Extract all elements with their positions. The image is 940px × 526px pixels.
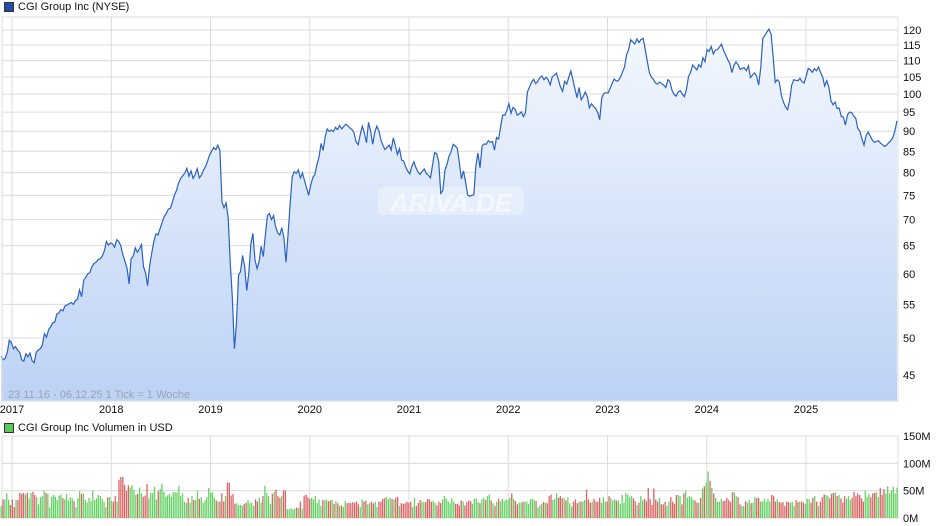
y-tick-label: 85 — [903, 146, 915, 158]
y-tick-label: 55 — [903, 299, 915, 311]
x-axis: 2017 2018 2019 2020 2021 2022 2023 2024 2025 — [0, 404, 818, 416]
y-tick-label: 70 — [903, 215, 915, 227]
volume-tick-label: 0M — [903, 513, 918, 525]
volume-y-axis: 0M 50M 100M 150M — [903, 431, 931, 525]
price-y-axis: 45 50 55 60 65 70 75 80 85 90 95 100 105 110 115 120 — [903, 25, 921, 382]
y-tick-label: 80 — [903, 168, 915, 180]
period-info: 23.11.16 - 06.12.25 1 Tick = 1 Woche — [8, 389, 190, 401]
x-tick-label: 2025 — [794, 404, 818, 416]
y-tick-label: 50 — [903, 333, 915, 345]
y-tick-label: 75 — [903, 190, 915, 202]
y-tick-label: 95 — [903, 107, 915, 119]
x-tick-label: 2023 — [595, 404, 619, 416]
watermark: ARIVA.DE — [378, 187, 524, 218]
x-tick-label: 2018 — [99, 404, 123, 416]
y-tick-label: 105 — [903, 72, 921, 84]
x-tick-label: 2019 — [198, 404, 222, 416]
y-tick-label: 120 — [903, 25, 921, 37]
price-plot-frame — [1, 16, 899, 402]
watermark-text: ARIVA.DE — [389, 188, 513, 218]
x-tick-label: 2024 — [695, 404, 719, 416]
volume-bars — [0, 471, 898, 518]
price-legend-label: CGI Group Inc (NYSE) — [18, 1, 130, 13]
price-area — [1, 29, 898, 401]
y-tick-label: 60 — [903, 269, 915, 281]
volume-legend-swatch-icon — [4, 423, 14, 433]
x-tick-label: 2017 — [0, 404, 24, 416]
x-tick-label: 2021 — [397, 404, 421, 416]
price-line — [0, 27, 898, 364]
volume-tick-label: 50M — [903, 486, 924, 498]
volume-tick-label: 150M — [903, 431, 931, 443]
y-tick-label: 45 — [903, 370, 915, 382]
price-legend: CGI Group Inc (NYSE) — [4, 1, 129, 13]
y-tick-label: 90 — [903, 126, 915, 138]
volume-tick-label: 100M — [903, 458, 931, 470]
x-tick-label: 2022 — [496, 404, 520, 416]
y-tick-label: 100 — [903, 89, 921, 101]
volume-legend-label: CGI Group Inc Volumen in USD — [18, 422, 173, 434]
price-legend-swatch-icon — [4, 2, 14, 12]
y-tick-label: 110 — [903, 56, 921, 68]
y-tick-label: 65 — [903, 241, 915, 253]
y-tick-label: 115 — [903, 40, 921, 52]
x-tick-label: 2020 — [298, 404, 322, 416]
volume-legend: CGI Group Inc Volumen in USD — [4, 422, 173, 434]
